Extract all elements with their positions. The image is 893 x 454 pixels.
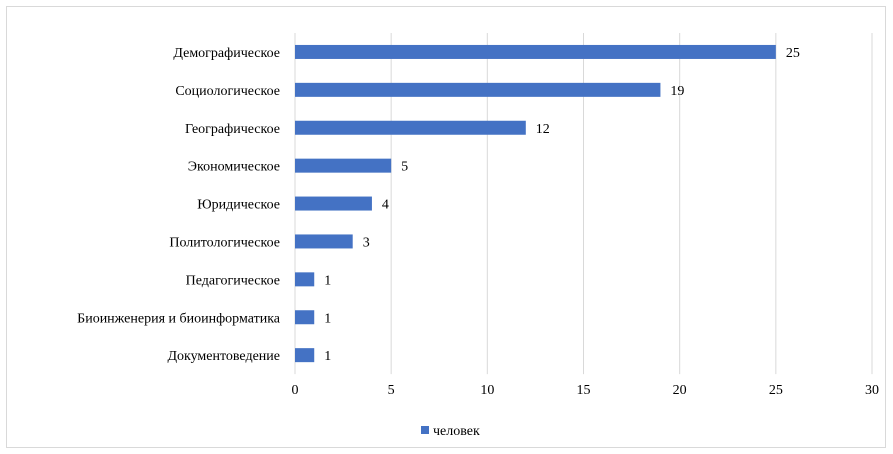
x-tick-label: 5 [388, 383, 395, 398]
bar [295, 82, 661, 97]
data-label: 25 [786, 46, 800, 61]
bar [295, 272, 315, 287]
data-label: 3 [363, 235, 370, 250]
x-tick-label: 0 [292, 383, 299, 398]
data-label: 12 [536, 122, 550, 137]
data-label: 1 [324, 349, 331, 364]
category-label: Документоведение [167, 349, 280, 364]
x-tick-labels: 0 5 10 15 20 25 30 [292, 383, 880, 398]
legend: человек [421, 424, 480, 439]
bar [295, 44, 776, 59]
data-label: 4 [382, 198, 389, 213]
bar [295, 120, 526, 135]
data-label: 1 [324, 311, 331, 326]
bar [295, 158, 392, 173]
bar [295, 348, 315, 363]
bar [295, 310, 315, 325]
data-label: 5 [401, 160, 408, 175]
x-tick-label: 25 [769, 383, 783, 398]
data-label: 1 [324, 273, 331, 288]
category-labels: Демографическое Социологическое Географиче… [77, 46, 281, 364]
category-label: Юридическое [197, 198, 280, 213]
category-label: Биоинженерия и биоинформатика [77, 311, 281, 326]
legend-swatch [421, 426, 429, 434]
bar [295, 196, 372, 211]
x-tick-label: 15 [577, 383, 591, 398]
data-labels: 25 19 12 5 4 3 1 1 1 [324, 46, 800, 364]
x-tick-label: 20 [673, 383, 687, 398]
category-label: Географическое [185, 122, 280, 137]
category-label: Демографическое [173, 46, 280, 61]
bars [295, 44, 776, 363]
chart-frame [6, 6, 886, 448]
category-label: Социологическое [175, 84, 280, 99]
category-label: Педагогическое [186, 273, 280, 288]
x-tick-label: 30 [865, 383, 879, 398]
bar [295, 234, 353, 249]
x-tick-label: 10 [480, 383, 494, 398]
data-label: 19 [670, 84, 684, 99]
category-label: Экономическое [188, 160, 280, 175]
category-label: Политологическое [169, 235, 280, 250]
legend-label: человек [433, 424, 480, 439]
